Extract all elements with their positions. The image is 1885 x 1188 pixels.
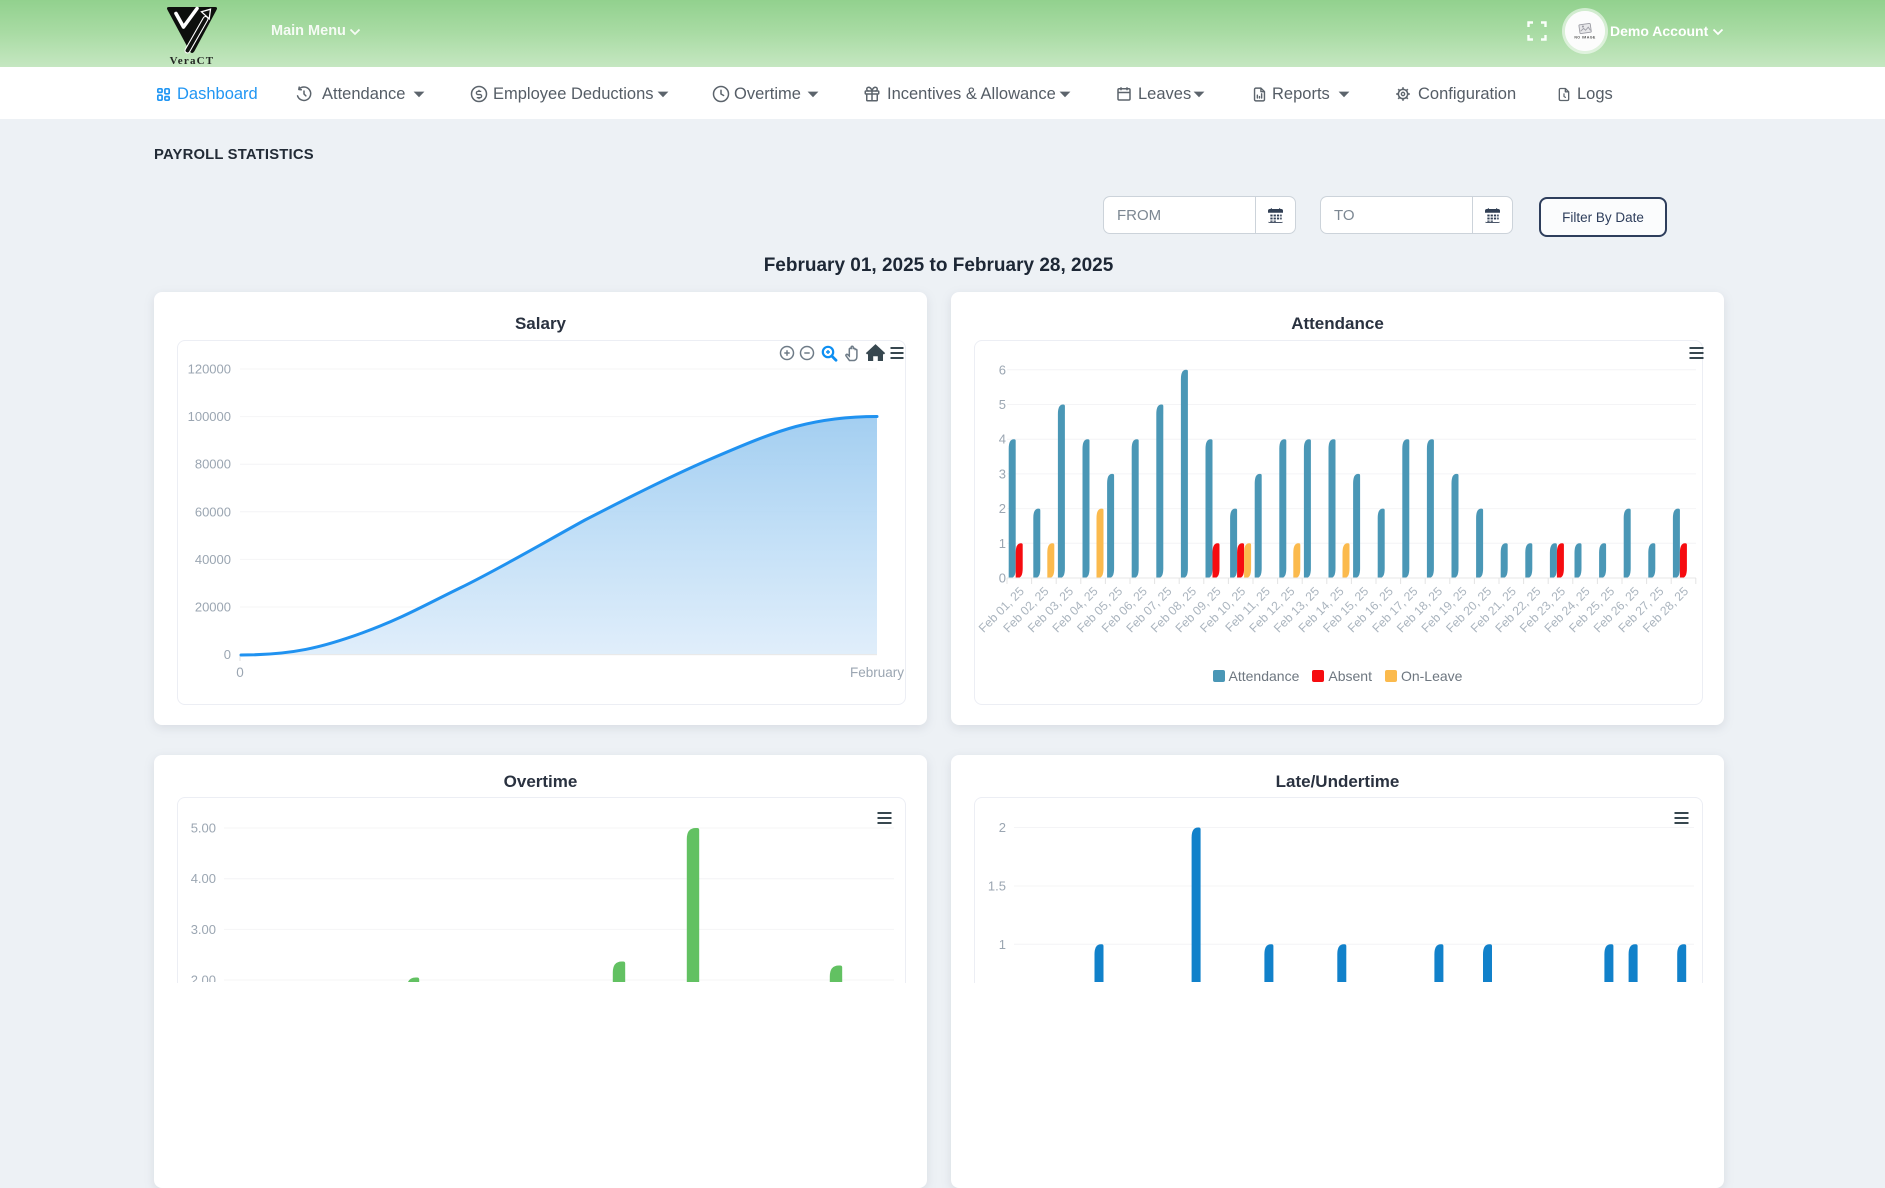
svg-text:20000: 20000: [195, 600, 231, 615]
svg-text:6: 6: [999, 362, 1006, 377]
svg-text:5: 5: [999, 397, 1006, 412]
svg-text:1: 1: [999, 536, 1006, 551]
svg-text:80000: 80000: [195, 457, 231, 472]
svg-text:5.00: 5.00: [191, 821, 216, 836]
svg-text:2: 2: [999, 501, 1006, 516]
svg-text:NO IMAGE: NO IMAGE: [1574, 36, 1596, 40]
svg-text:0: 0: [999, 571, 1006, 586]
svg-text:February: February: [850, 665, 904, 680]
svg-text:0: 0: [236, 665, 244, 680]
svg-text:120000: 120000: [188, 362, 231, 377]
svg-text:40000: 40000: [195, 552, 231, 567]
svg-text:3: 3: [999, 466, 1006, 481]
svg-text:1: 1: [999, 937, 1006, 952]
svg-text:2: 2: [999, 820, 1006, 835]
svg-text:0: 0: [224, 647, 231, 662]
svg-text:3.00: 3.00: [191, 922, 216, 937]
svg-text:1.5: 1.5: [988, 879, 1006, 894]
svg-text:4.00: 4.00: [191, 871, 216, 886]
svg-text:60000: 60000: [195, 504, 231, 519]
svg-text:2.00: 2.00: [191, 973, 216, 983]
svg-text:4: 4: [999, 432, 1006, 447]
svg-text:100000: 100000: [188, 409, 231, 424]
